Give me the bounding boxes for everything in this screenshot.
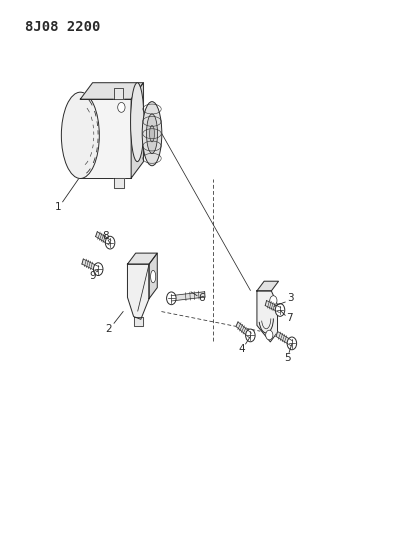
Text: 9: 9	[89, 271, 96, 281]
Polygon shape	[257, 281, 279, 291]
Ellipse shape	[146, 114, 158, 154]
Polygon shape	[80, 83, 143, 99]
Text: 6: 6	[199, 293, 205, 303]
Ellipse shape	[150, 270, 156, 283]
Text: 1: 1	[55, 202, 61, 212]
Ellipse shape	[150, 125, 154, 142]
Ellipse shape	[142, 102, 162, 166]
Circle shape	[118, 102, 125, 112]
Polygon shape	[149, 253, 157, 298]
Polygon shape	[114, 88, 123, 99]
Polygon shape	[171, 292, 205, 301]
Circle shape	[270, 296, 277, 305]
Polygon shape	[114, 178, 124, 188]
Polygon shape	[134, 317, 143, 326]
Polygon shape	[236, 322, 252, 338]
Circle shape	[266, 330, 273, 340]
Circle shape	[94, 263, 103, 276]
Text: 7: 7	[287, 313, 293, 324]
Polygon shape	[265, 301, 281, 312]
Text: 8: 8	[102, 231, 109, 241]
Polygon shape	[131, 83, 143, 178]
Circle shape	[287, 337, 297, 350]
Polygon shape	[276, 332, 293, 346]
Circle shape	[275, 304, 285, 317]
Polygon shape	[80, 99, 131, 178]
Circle shape	[246, 329, 255, 342]
Circle shape	[167, 292, 176, 305]
Text: 5: 5	[284, 353, 291, 362]
Ellipse shape	[131, 83, 144, 161]
Polygon shape	[257, 291, 277, 342]
Circle shape	[105, 236, 115, 249]
Text: 2: 2	[105, 324, 111, 334]
Text: 8J08 2200: 8J08 2200	[25, 20, 100, 34]
Text: 3: 3	[287, 293, 294, 303]
Polygon shape	[82, 259, 99, 272]
Polygon shape	[96, 232, 111, 245]
Polygon shape	[127, 253, 157, 264]
Text: 4: 4	[238, 344, 245, 354]
Ellipse shape	[61, 92, 100, 179]
Polygon shape	[127, 264, 149, 319]
